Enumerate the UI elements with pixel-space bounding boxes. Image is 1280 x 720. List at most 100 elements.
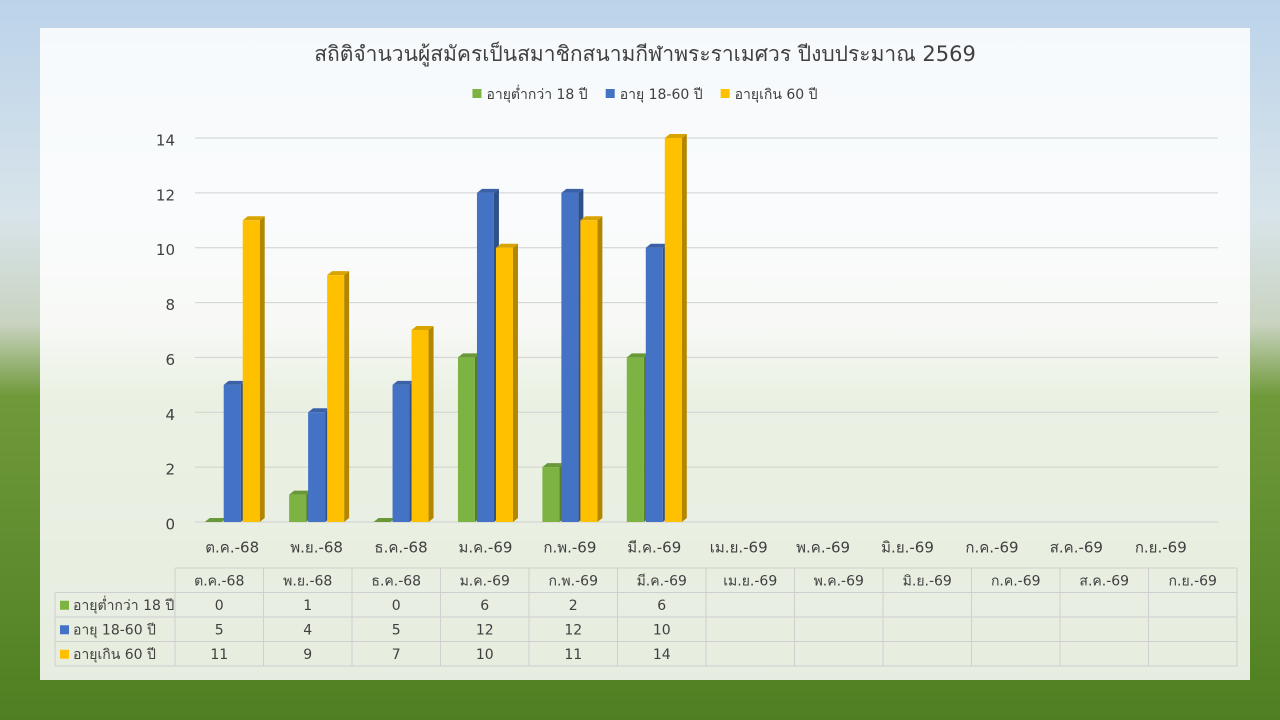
bar-top — [476, 188, 499, 193]
table-header: มี.ค.-69 — [637, 573, 687, 589]
legend-label: อายุ 18-60 ปี — [620, 87, 703, 103]
table-header: ม.ค.-69 — [460, 573, 510, 589]
bar-top — [223, 380, 246, 385]
x-tick-label: ส.ค.-69 — [1050, 539, 1103, 557]
table-cell: 0 — [392, 598, 401, 614]
y-tick-label: 6 — [165, 351, 175, 369]
table-cell: 0 — [215, 598, 224, 614]
bar — [457, 357, 475, 522]
legend-swatch — [605, 89, 615, 98]
bar — [327, 275, 345, 522]
bar-top — [327, 271, 350, 276]
bar — [411, 330, 429, 522]
bar-top — [580, 216, 603, 221]
bar — [645, 247, 663, 522]
table-cell: 11 — [210, 647, 228, 663]
bar-side — [512, 243, 518, 522]
table-header: พ.ย.-68 — [283, 573, 332, 589]
table-header: ธ.ค.-68 — [371, 573, 421, 589]
table-cell: 9 — [303, 647, 312, 663]
bar-top — [392, 380, 415, 385]
table-legend-swatch — [60, 649, 69, 659]
bar-top — [495, 243, 518, 248]
x-tick-label: มี.ค.-69 — [627, 539, 681, 557]
table-cell: 11 — [564, 647, 582, 663]
bar — [223, 384, 241, 522]
table-cell: 5 — [215, 622, 224, 638]
bar-top — [561, 188, 584, 193]
y-tick-label: 8 — [165, 296, 175, 314]
bar-side — [259, 216, 265, 523]
x-tick-label: ก.ค.-69 — [965, 539, 1018, 557]
bar-side — [344, 271, 350, 522]
bar-side — [428, 326, 434, 522]
bar — [308, 412, 326, 522]
bar — [561, 192, 579, 522]
bar-top — [664, 134, 687, 138]
table-header: ก.ค.-69 — [991, 573, 1041, 589]
table-cell: 1 — [303, 598, 312, 614]
bar-top — [204, 518, 227, 522]
table-row-label: อายุเกิน 60 ปี — [73, 647, 156, 663]
table-cell: 12 — [476, 622, 494, 638]
table-legend-swatch — [60, 600, 69, 610]
y-tick-label: 2 — [165, 461, 175, 479]
legend-swatch — [720, 89, 730, 98]
legend-label: อายุต่ำกว่า 18 ปี — [486, 85, 587, 103]
bar-top — [626, 353, 649, 358]
bar — [580, 220, 598, 523]
x-tick-label: มิ.ย.-69 — [881, 539, 934, 557]
x-tick-label: พ.ย.-68 — [290, 539, 343, 557]
bar-top — [457, 353, 480, 358]
table-cell: 2 — [569, 598, 578, 614]
bar-top — [542, 463, 565, 468]
table-header: เม.ย.-69 — [723, 573, 777, 589]
table-header: ก.พ.-69 — [549, 573, 598, 589]
bar-top — [373, 518, 396, 522]
table-cell: 5 — [392, 622, 401, 638]
bar — [664, 138, 682, 522]
y-tick-label: 0 — [165, 516, 175, 534]
table-header: พ.ค.-69 — [814, 573, 864, 589]
x-tick-label: ก.ย.-69 — [1135, 539, 1187, 557]
bar-side — [597, 216, 603, 523]
x-tick-label: ม.ค.-69 — [458, 539, 512, 557]
bar-top — [242, 216, 265, 221]
table-header: มิ.ย.-69 — [903, 573, 952, 589]
bar-side — [681, 134, 687, 522]
y-tick-label: 10 — [156, 241, 175, 259]
table-header: ต.ค.-68 — [194, 573, 244, 589]
bar — [495, 247, 513, 522]
table-header: ก.ย.-69 — [1169, 573, 1217, 589]
legend-swatch — [472, 89, 482, 98]
table-cell: 7 — [392, 647, 401, 663]
table-cell: 10 — [476, 647, 494, 663]
bar — [289, 494, 307, 522]
y-tick-label: 4 — [165, 406, 175, 424]
x-tick-label: ต.ค.-68 — [205, 539, 259, 557]
table-cell: 10 — [653, 622, 671, 638]
x-tick-label: ธ.ค.-68 — [374, 539, 427, 557]
chart-title: สถิติจำนวนผู้สมัครเป็นสมาชิกสนามกีฬาพระร… — [314, 40, 976, 67]
table-header: ส.ค.-69 — [1079, 573, 1129, 589]
y-tick-label: 14 — [156, 132, 175, 150]
bar-top — [645, 243, 668, 248]
table-cell: 6 — [657, 598, 666, 614]
bar — [626, 357, 644, 522]
table-row-label: อายุต่ำกว่า 18 ปี — [73, 596, 174, 614]
table-row-label: อายุ 18-60 ปี — [73, 622, 156, 638]
x-tick-label: เม.ย.-69 — [710, 539, 768, 557]
table-cell: 12 — [564, 622, 582, 638]
bar — [242, 220, 260, 523]
bar — [542, 467, 560, 522]
bar — [392, 384, 410, 522]
table-cell: 14 — [653, 647, 671, 663]
legend-label: อายุเกิน 60 ปี — [735, 87, 818, 103]
table-cell: 6 — [480, 598, 489, 614]
table-cell: 4 — [303, 622, 312, 638]
bar-top — [411, 326, 434, 330]
x-tick-label: พ.ค.-69 — [796, 539, 850, 557]
bar-top — [289, 490, 312, 495]
bar — [476, 192, 494, 522]
